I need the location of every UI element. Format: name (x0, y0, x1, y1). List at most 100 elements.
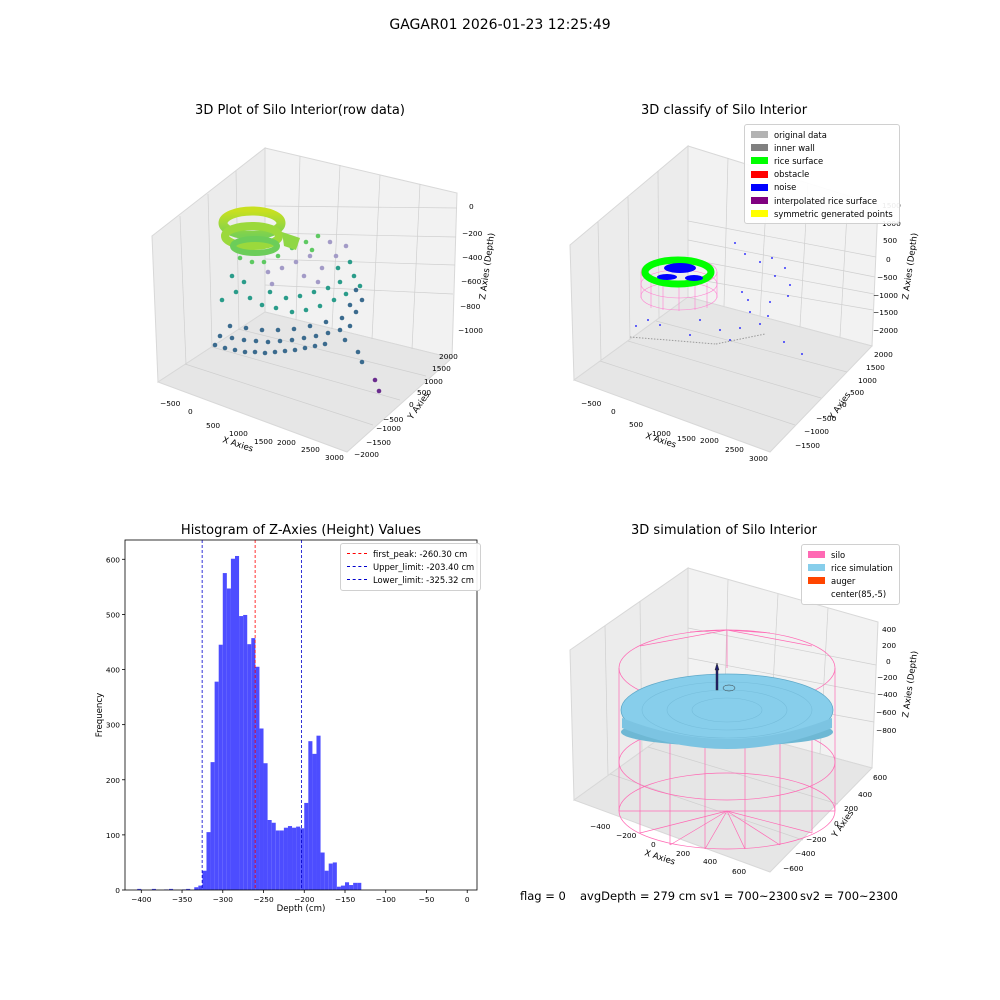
histogram-bar (218, 644, 223, 890)
footer-sv1: sv1 = 700~2300 (700, 889, 798, 903)
legend-swatch (751, 170, 768, 178)
x-tick-label: −350 (172, 895, 193, 904)
legend-label: first_peak: -260.30 cm (373, 548, 468, 559)
footer-flag: flag = 0 (520, 889, 566, 903)
histogram-bar (255, 666, 260, 890)
p1-rice-ring (218, 206, 300, 256)
histogram-bar (263, 763, 268, 890)
histogram-bar (324, 870, 329, 890)
legend-label: interpolated rice surface (774, 195, 877, 206)
legend-label: rice simulation (831, 562, 893, 573)
svg-text:200: 200 (882, 641, 896, 650)
histogram-legend: first_peak: -260.30 cm Upper_limit: -203.… (340, 543, 482, 591)
svg-text:1500: 1500 (866, 363, 885, 372)
legend-label: rice surface (774, 155, 824, 166)
svg-text:2000: 2000 (700, 436, 719, 445)
x-tick-label: −300 (213, 895, 234, 904)
svg-text:−2000: −2000 (354, 450, 379, 459)
p1-z-ticks: 0 −200 −400 −600 −800 −1000 (458, 202, 483, 335)
histogram-bar (336, 886, 341, 890)
svg-text:−200: −200 (877, 673, 898, 682)
svg-text:2500: 2500 (725, 445, 744, 454)
histogram-bar (283, 827, 288, 890)
legend-entry: center(85,-5) (808, 588, 893, 601)
y-tick-label: 200 (106, 776, 120, 785)
x-tick-label: 0 (465, 895, 470, 904)
svg-text:0: 0 (886, 657, 891, 666)
histogram-bar (239, 616, 244, 890)
histogram-bar (357, 882, 362, 890)
y-tick-label: 600 (106, 555, 120, 564)
histogram-bar (210, 762, 215, 890)
p2-rice-surface (641, 256, 715, 288)
svg-text:600: 600 (873, 773, 887, 782)
histogram-bar (328, 863, 333, 890)
histogram-bar (206, 832, 211, 890)
svg-text:1000: 1000 (858, 376, 877, 385)
x-tick-label: −400 (131, 895, 152, 904)
p1-scatter-lower (212, 287, 365, 365)
histogram-bar (194, 887, 199, 890)
svg-text:−400: −400 (795, 849, 816, 858)
svg-text:−600: −600 (461, 277, 482, 286)
svg-text:−1000: −1000 (458, 326, 483, 335)
histogram-bar (308, 741, 313, 890)
legend-label: inner wall (774, 142, 815, 153)
svg-text:1500: 1500 (677, 434, 696, 443)
legend-swatch (808, 590, 825, 598)
legend-label: silo (831, 549, 846, 560)
svg-text:−1500: −1500 (873, 308, 898, 317)
legend-entry: auger (808, 574, 893, 587)
legend-label: center(85,-5) (831, 589, 887, 600)
p1-scatter-mid (219, 259, 363, 315)
svg-text:200: 200 (844, 804, 858, 813)
svg-text:−400: −400 (462, 253, 483, 262)
p1-gridlines (179, 155, 458, 426)
p4-rice-simulation (620, 673, 834, 749)
svg-text:−1500: −1500 (366, 438, 391, 447)
svg-text:2000: 2000 (439, 352, 458, 361)
y-tick-label: 0 (115, 886, 120, 895)
svg-text:0: 0 (188, 407, 193, 416)
p1-outliers (372, 377, 382, 394)
svg-text:−400: −400 (877, 690, 898, 699)
svg-text:2500: 2500 (301, 445, 320, 454)
svg-text:−400: −400 (590, 822, 611, 831)
svg-text:0: 0 (409, 400, 414, 409)
histogram-bar (259, 728, 264, 890)
legend-swatch (751, 210, 768, 218)
svg-text:−1000: −1000 (873, 291, 898, 300)
footer-avg-depth: avgDepth = 279 cm (580, 889, 697, 903)
legend-swatch (751, 144, 768, 152)
histogram-y-label: Frequency (95, 693, 105, 737)
svg-text:0: 0 (886, 255, 891, 264)
y-tick-label: 400 (106, 666, 120, 675)
svg-text:0: 0 (651, 840, 656, 849)
svg-text:−500: −500 (877, 273, 898, 282)
svg-text:2000: 2000 (277, 438, 296, 447)
histogram-bar (267, 820, 272, 890)
histogram-bar (316, 735, 321, 890)
svg-text:400: 400 (858, 790, 872, 799)
y-tick-label: 300 (106, 721, 120, 730)
svg-text:−500: −500 (581, 399, 602, 408)
svg-text:1000: 1000 (652, 429, 671, 438)
svg-text:500: 500 (883, 236, 897, 245)
legend-label: auger (831, 575, 856, 586)
svg-text:−600: −600 (876, 708, 897, 717)
svg-text:1500: 1500 (432, 364, 451, 373)
figure-title: GAGAR01 2026-01-23 12:25:49 (389, 17, 611, 33)
histogram-frame (124, 539, 478, 891)
legend-entry: rice simulation (808, 561, 893, 574)
histogram-bar (304, 802, 309, 890)
histogram-x-label: Depth (cm) (277, 904, 326, 914)
x-tick-label: −50 (419, 895, 435, 904)
legend-swatch (751, 157, 768, 165)
legend-entry: silo (808, 548, 893, 561)
panel2-legend: original data inner wall rice surface obsta… (744, 124, 900, 225)
svg-text:−200: −200 (462, 229, 483, 238)
legend-label: symmetric generated points (774, 208, 893, 219)
legend-swatch (751, 183, 768, 191)
